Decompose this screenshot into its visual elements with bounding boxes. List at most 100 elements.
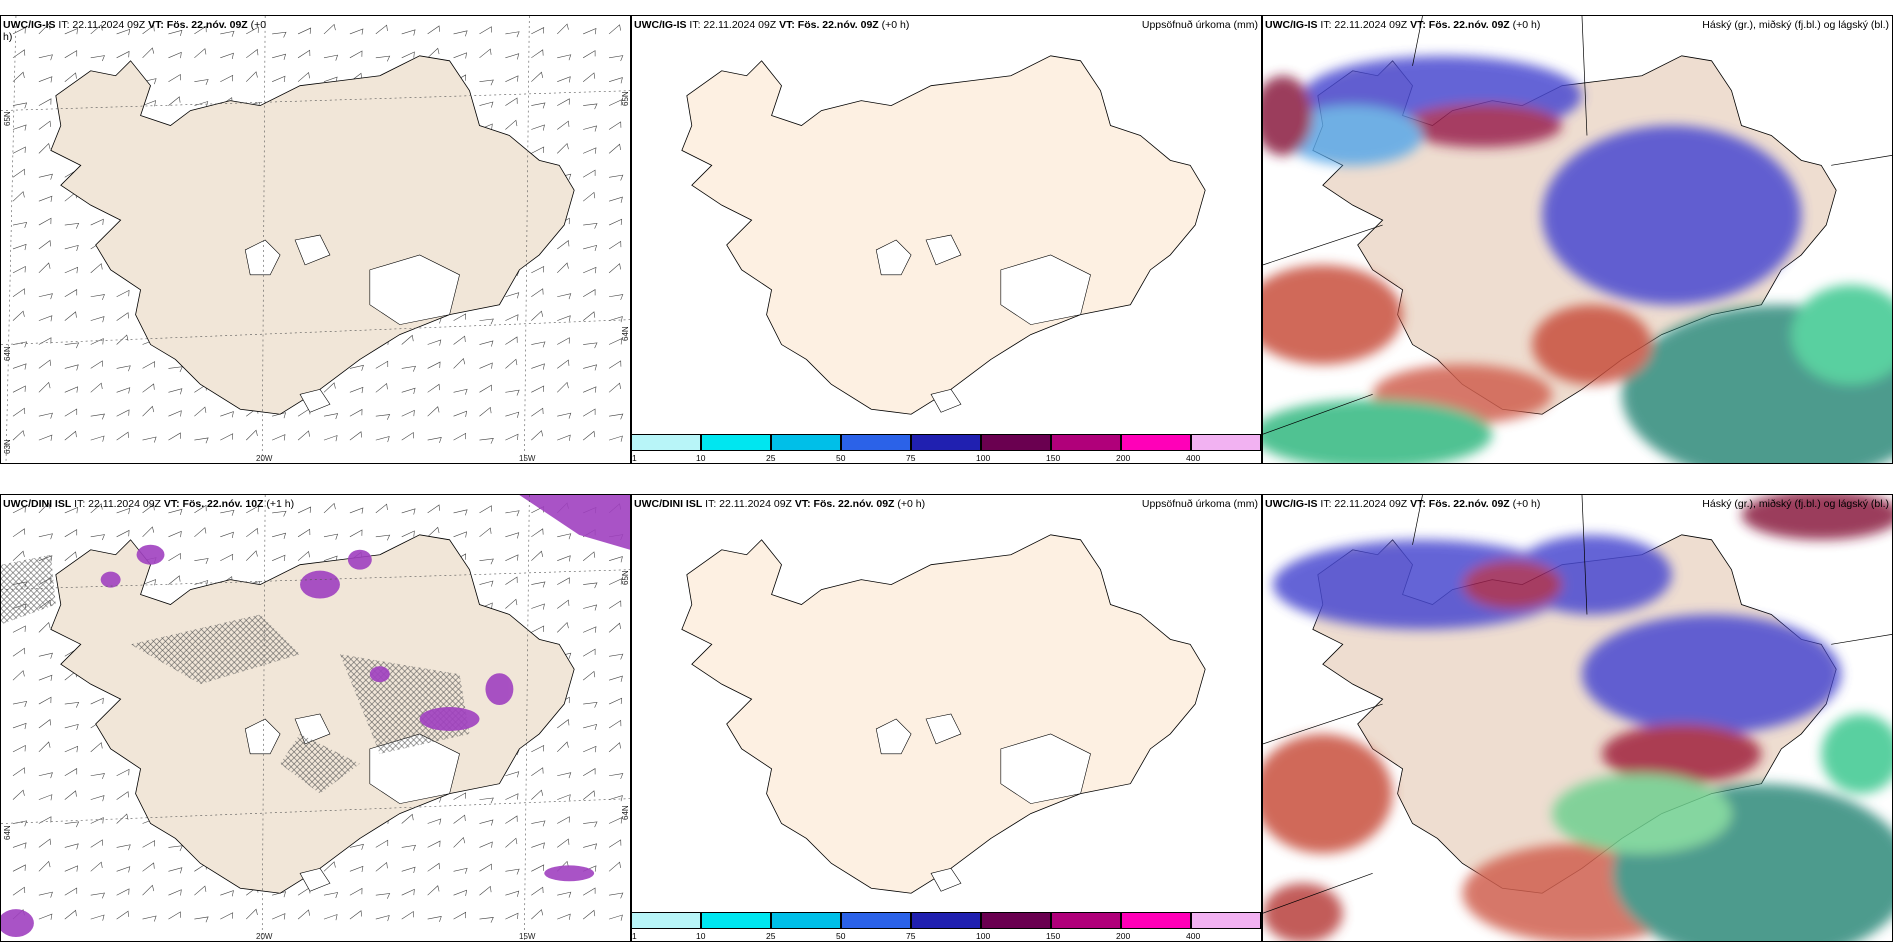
legend-tick-label: 25 xyxy=(766,453,776,463)
wind-barb xyxy=(246,48,259,59)
wind-barb xyxy=(608,719,622,729)
legend-tick-label: 1 xyxy=(632,931,637,941)
wind-barb xyxy=(479,819,494,826)
wind-barb xyxy=(194,916,209,923)
wind-barb xyxy=(194,580,209,587)
wind-barb xyxy=(12,864,26,872)
wind-barb xyxy=(38,434,53,441)
wind-barb xyxy=(194,406,207,417)
wind-barb xyxy=(582,551,596,561)
legend-tick-label: 150 xyxy=(1046,453,1061,463)
wind-barb xyxy=(608,382,621,393)
header-top-right: UWC/IG-IS IT: 22.11.2024 09Z VT: Fös. 22… xyxy=(1265,19,1541,31)
wind-barb xyxy=(272,913,286,920)
wind-barb xyxy=(505,314,519,321)
wind-barb xyxy=(272,434,286,441)
wind-barb xyxy=(557,719,570,729)
wind-barb xyxy=(90,338,104,345)
wind-barb xyxy=(505,411,520,418)
wind-barb xyxy=(505,433,519,441)
wind-barb xyxy=(401,844,416,851)
wind-barb xyxy=(401,431,414,441)
legend-tick-label: 25 xyxy=(766,931,776,941)
wind-barb xyxy=(583,723,598,731)
wind-barb xyxy=(427,383,440,393)
wind-barb xyxy=(246,550,258,561)
wind-barb xyxy=(38,913,53,920)
wind-barb xyxy=(582,169,596,178)
wind-barb xyxy=(116,312,129,321)
wind-barb xyxy=(557,23,569,35)
wind-barb xyxy=(531,430,544,441)
wind-barb xyxy=(557,76,571,83)
wind-barb xyxy=(142,436,157,443)
wind-barb xyxy=(12,385,26,393)
wind-barb xyxy=(608,240,622,250)
wind-barb xyxy=(349,386,364,394)
wind-barb xyxy=(323,435,338,442)
wind-barb xyxy=(64,702,80,708)
wind-barb xyxy=(12,243,27,251)
header-bottom-left: UWC/DINI ISL IT: 22.11.2024 09Z VT: Fös.… xyxy=(3,498,295,510)
legend-tick-label: 75 xyxy=(906,931,916,941)
wind-barb xyxy=(582,289,596,297)
wind-barb xyxy=(479,797,494,804)
legend-bottom: 1 10 25 50 75 100 150 200 400 xyxy=(631,912,1261,941)
wind-barb xyxy=(427,840,441,848)
wind-barb xyxy=(479,79,494,86)
wind-barb xyxy=(116,529,130,538)
legend-swatch xyxy=(911,912,981,929)
wind-barb xyxy=(38,359,51,369)
wind-barb xyxy=(557,412,572,419)
legend-swatch xyxy=(701,912,771,929)
wind-barb xyxy=(38,98,52,106)
wind-barb xyxy=(583,147,597,154)
wind-barb xyxy=(349,28,364,35)
wind-barb xyxy=(453,335,466,345)
wind-barb xyxy=(194,527,207,538)
wind-barb xyxy=(90,218,104,226)
wind-barb xyxy=(142,361,156,369)
lat-label-64n-bottom: 64N xyxy=(3,825,12,840)
wind-barb xyxy=(38,860,51,872)
wind-barb xyxy=(272,75,286,83)
wind-barb xyxy=(116,50,130,59)
wind-barb xyxy=(531,789,544,800)
wind-barb xyxy=(12,191,25,202)
header-bottom-mid: UWC/DINI ISL IT: 22.11.2024 09Z VT: Fös.… xyxy=(634,498,926,510)
wind-barb xyxy=(12,102,28,109)
wind-barb xyxy=(608,435,623,442)
wind-barb xyxy=(12,506,26,514)
legend-tick-label: 100 xyxy=(976,931,991,941)
wind-barb xyxy=(531,310,544,321)
wind-barb xyxy=(608,77,623,84)
lon-label-20w-bottom: 20W xyxy=(256,932,273,941)
wind-barb xyxy=(531,385,545,393)
wind-barb xyxy=(90,360,103,369)
wind-barb xyxy=(90,697,104,705)
wind-barb xyxy=(142,78,157,85)
wind-barb xyxy=(116,431,129,441)
wind-barb xyxy=(12,744,26,753)
wind-barb xyxy=(64,768,78,776)
wind-barb xyxy=(38,794,53,801)
legend-tick-label: 400 xyxy=(1186,931,1201,941)
wind-barb xyxy=(349,507,364,514)
wind-barb xyxy=(323,892,339,899)
wind-barb xyxy=(479,406,492,417)
wind-barb xyxy=(64,790,77,800)
wind-barb xyxy=(116,365,131,372)
wind-barb xyxy=(38,741,51,753)
wind-barb xyxy=(453,509,468,516)
wind-barb xyxy=(583,244,598,252)
wind-barb xyxy=(168,911,181,920)
wind-barb xyxy=(557,621,569,633)
lat-label-63n: 63N xyxy=(3,439,12,454)
wind-barb xyxy=(64,364,79,371)
wind-barb xyxy=(194,885,207,896)
wind-barb xyxy=(531,528,544,538)
legend-swatch xyxy=(631,912,701,929)
wind-barb xyxy=(557,359,570,369)
wind-barb xyxy=(323,914,338,921)
legend-swatch xyxy=(771,912,841,929)
